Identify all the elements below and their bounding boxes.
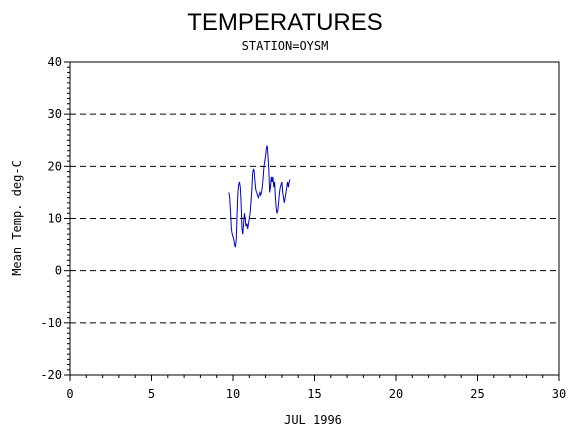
y-tick-label: -10 (40, 316, 62, 330)
series-lines (228, 145, 291, 248)
x-tick-label: 25 (470, 387, 484, 401)
x-axis: 0 5 10 15 20 25 30 (66, 375, 566, 401)
x-tick-label: 15 (307, 387, 321, 401)
y-tick-label: 40 (48, 55, 62, 69)
y-axis-label: Mean Temp. deg-C (10, 160, 24, 276)
x-tick-label: 10 (226, 387, 240, 401)
chart-subtitle: STATION=OYSM (242, 39, 329, 53)
plot-border (69, 61, 560, 376)
x-tick-label: 0 (66, 387, 73, 401)
chart-title: TEMPERATURES (187, 9, 383, 36)
x-tick-label: 30 (552, 387, 566, 401)
x-tick-label: 5 (148, 387, 155, 401)
x-tick-label: 20 (389, 387, 403, 401)
grid-lines (70, 61, 559, 376)
y-axis: -20 -10 0 10 20 30 40 (40, 55, 70, 382)
plot-frame (69, 61, 560, 376)
y-tick-label: 10 (48, 212, 62, 226)
series-line (228, 145, 291, 248)
y-tick-label: 30 (48, 107, 62, 121)
y-tick-label: -20 (40, 368, 62, 382)
y-tick-label: 20 (48, 159, 62, 173)
y-tick-label: 0 (55, 264, 62, 278)
x-axis-label: JUL 1996 (284, 413, 342, 427)
